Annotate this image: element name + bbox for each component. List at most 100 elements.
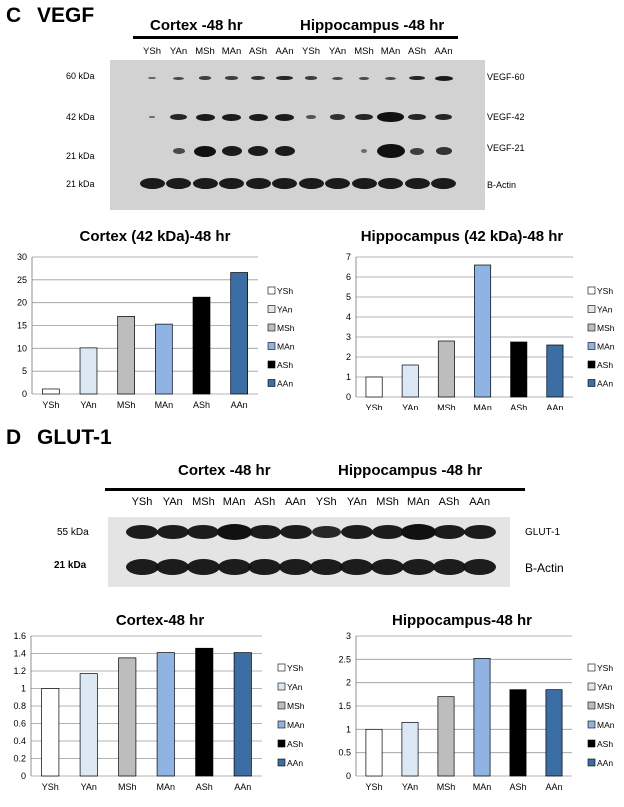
y-tick-label: 1.6	[13, 631, 26, 641]
legend-swatch-MSh	[277, 701, 286, 710]
blot-band	[279, 559, 312, 575]
chart-hippocampus-42: 0 1 2 3 4 5 6 7 YSh YAn MSh MAn ASh AAn YSh YAn MSh MAn AS…	[346, 252, 615, 410]
blot-c-lane-9: MSh	[354, 46, 374, 57]
bar-AAn	[546, 344, 564, 398]
blot-d-group-right: Hippocampus -48 hr	[338, 462, 483, 479]
blot-band	[432, 559, 466, 575]
blot-c-lane-11: ASh	[408, 46, 426, 57]
blot-d-lane-12: AAn	[469, 496, 491, 508]
x-tick-label: ASh	[193, 400, 210, 410]
blot-band	[463, 559, 497, 575]
blot-band	[351, 177, 377, 189]
chart-cortex-42: 0 5 10 15 20 25 30 YSh YAn MSh MAn ASh AAn YSh YAn MSh M…	[17, 252, 295, 410]
y-tick-label: 0	[346, 771, 351, 781]
blot-band	[276, 75, 293, 81]
blot-band	[248, 525, 281, 539]
legend-label-ASh: ASh	[277, 360, 293, 370]
blot-band	[248, 146, 268, 156]
bar-AAn	[545, 689, 563, 777]
panel-d-name: GLUT-1	[37, 426, 112, 449]
blot-c-lane-3: MSh	[195, 46, 215, 57]
bar-YAn	[401, 364, 419, 398]
blot-band	[340, 525, 373, 539]
blot-c-lane-8: YAn	[328, 46, 347, 57]
blot-band	[148, 77, 156, 79]
x-tick-label: MAn	[473, 782, 492, 792]
chart-3-title: Cortex-48 hr	[115, 612, 205, 629]
blot-band	[248, 113, 268, 121]
legend-swatch-AAn	[277, 758, 286, 767]
panel-c-name: VEGF	[37, 4, 95, 27]
blot-band	[371, 525, 404, 539]
legend-swatch-YSh	[587, 286, 596, 295]
y-tick-label: 25	[17, 275, 27, 285]
blot-band	[248, 559, 282, 575]
blot-band	[385, 76, 396, 80]
y-tick-label: 1	[346, 724, 351, 734]
bar-MSh	[437, 340, 455, 398]
y-tick-label: 1	[346, 372, 351, 382]
legend-label-YAn: YAn	[597, 305, 613, 315]
legend-label-MSh: MSh	[277, 323, 295, 333]
legend-swatch-MSh	[267, 323, 276, 332]
legend-swatch-YAn	[277, 682, 286, 691]
legend-label-MSh: MSh	[597, 323, 615, 333]
blot-band	[279, 525, 312, 539]
panel-c-header: C VEGF	[6, 4, 94, 28]
x-tick-label: YAn	[80, 400, 96, 410]
blot-band	[435, 147, 452, 155]
legend-swatch-MSh	[587, 323, 596, 332]
blot-band	[245, 177, 271, 189]
legend-label-ASh: ASh	[287, 739, 303, 749]
blot-d-lane-9: MSh	[376, 496, 399, 508]
legend-label-YAn: YAn	[287, 682, 303, 692]
blot-d-lane-3: MSh	[192, 496, 215, 508]
bar-ASh	[509, 689, 527, 777]
blot-band	[355, 113, 373, 121]
blot-band	[198, 76, 212, 80]
blot-band	[195, 113, 215, 121]
panel-d-letter: D	[6, 426, 22, 449]
legend-swatch-AAn	[587, 379, 596, 387]
blot-band	[306, 115, 316, 119]
y-tick-label: 2.5	[338, 654, 351, 664]
blot-d-group-left: Cortex -48 hr	[178, 462, 271, 479]
x-tick-label: YAn	[402, 782, 418, 792]
y-tick-label: 4	[346, 312, 351, 322]
bar-MAn	[156, 652, 175, 777]
blot-band	[371, 559, 405, 575]
blot-band	[325, 177, 350, 189]
legend-swatch-MAn	[587, 342, 596, 350]
x-tick-label: MAn	[473, 403, 492, 410]
blot-band	[408, 75, 426, 81]
y-tick-label: 0	[22, 389, 27, 399]
bar-ASh	[510, 341, 528, 398]
legend-label-YAn: YAn	[277, 305, 293, 315]
y-tick-label: 0.6	[13, 719, 26, 729]
blot-band	[219, 177, 244, 189]
blot-c-lane-4: MAn	[221, 46, 242, 57]
blot-band	[404, 177, 430, 189]
blot-c-bracket-line	[133, 36, 458, 39]
legend-label-YAn: YAn	[597, 682, 613, 692]
blot-band	[192, 177, 218, 189]
panel-d-header: D GLUT-1	[6, 426, 112, 450]
blot-band	[463, 525, 496, 539]
blot-d-label-actin: B-Actin	[525, 561, 564, 575]
legend-label-AAn: AAn	[597, 758, 613, 768]
blot-band	[309, 559, 343, 575]
blot-band	[431, 177, 456, 189]
blot-c-mw-60: 60 kDa	[66, 71, 95, 81]
blot-c-label-vegf60: VEGF-60	[487, 72, 525, 82]
legend-label-YSh: YSh	[597, 663, 613, 673]
legend-swatch-ASh	[267, 360, 276, 369]
legend-label-ASh: ASh	[597, 360, 613, 370]
legend-label-MAn: MAn	[597, 342, 615, 352]
x-tick-label: YSh	[365, 782, 382, 792]
blot-c-image	[110, 60, 485, 210]
blot-c-lane-12: AAn	[434, 46, 453, 57]
legend-swatch-YSh	[587, 663, 596, 672]
bar-MSh	[437, 696, 455, 777]
blot-band	[125, 559, 159, 575]
y-tick-label: 0.2	[13, 754, 26, 764]
